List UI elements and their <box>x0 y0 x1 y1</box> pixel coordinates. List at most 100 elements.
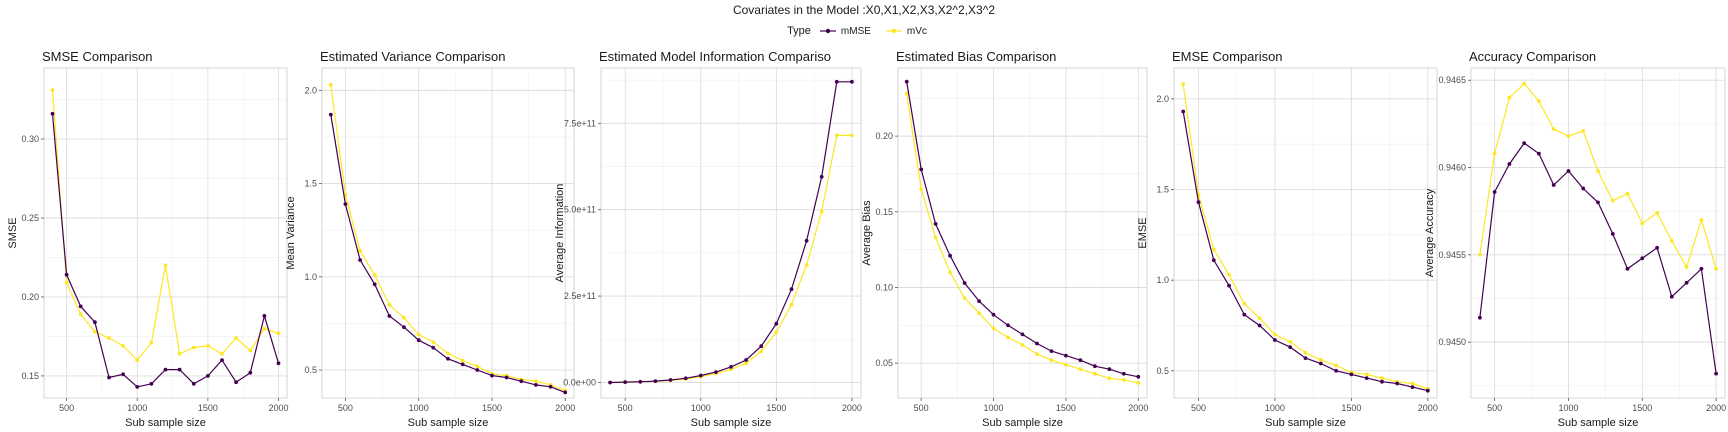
y-tick-label: 0.15 <box>875 207 893 217</box>
data-point-mmse <box>744 358 748 362</box>
data-point-mvc <box>1507 95 1512 100</box>
data-point-mmse <box>991 312 996 317</box>
data-point-mmse <box>1364 376 1369 380</box>
data-point-mvc <box>1537 99 1541 104</box>
data-point-mvc <box>1610 198 1615 203</box>
y-tick-label: 0.9455 <box>1438 250 1466 260</box>
data-point-mmse <box>1610 232 1615 236</box>
data-point-mvc <box>1380 376 1384 380</box>
y-tick-label: 0.0e+00 <box>563 377 596 387</box>
data-point-mmse <box>1478 315 1482 320</box>
data-point-mvc <box>1410 381 1415 386</box>
data-point-mvc <box>1136 381 1141 385</box>
y-tick-label: 0.9465 <box>1438 75 1466 85</box>
data-point-mmse <box>262 314 267 318</box>
data-point-mmse <box>683 376 688 381</box>
x-tick-label: 2000 <box>555 403 575 413</box>
data-point-mmse <box>64 272 69 277</box>
data-point-mvc <box>50 88 55 92</box>
data-point-mmse <box>1625 266 1630 271</box>
plot-area <box>43 67 288 399</box>
x-axis-label: Sub sample size <box>1265 417 1346 429</box>
data-point-mmse <box>1537 151 1541 156</box>
data-point-mvc <box>1581 129 1586 133</box>
data-point-mmse <box>446 356 450 361</box>
data-point-mmse <box>774 321 779 326</box>
data-point-mmse <box>1078 358 1083 363</box>
plot-area <box>897 67 1148 399</box>
x-axis-label: Sub sample size <box>1558 417 1639 429</box>
data-point-mmse <box>1596 200 1600 205</box>
data-point-mvc <box>962 296 967 300</box>
data-point-mmse <box>1334 368 1338 373</box>
data-point-mmse <box>475 368 480 372</box>
legend-title: Type <box>787 25 811 37</box>
data-point-mvc <box>819 209 824 214</box>
data-point-mmse <box>234 380 239 385</box>
plot-area <box>600 67 862 399</box>
data-point-mvc <box>1318 358 1323 362</box>
data-point-mvc <box>446 351 450 356</box>
x-tick-label: 1000 <box>127 403 147 413</box>
x-axis-label: Sub sample size <box>691 417 772 429</box>
legend: Type mMSE mVc <box>0 25 1728 37</box>
data-point-mvc <box>1596 169 1600 173</box>
data-point-mvc <box>121 344 125 348</box>
data-point-mmse <box>1181 109 1186 114</box>
data-point-mmse <box>1380 379 1384 384</box>
data-point-mmse <box>1136 374 1141 379</box>
data-point-mmse <box>177 367 182 372</box>
x-tick-label: 1500 <box>1632 403 1652 413</box>
y-tick-label: 1.5 <box>1156 184 1169 194</box>
panel-title: Estimated Model Information Compariso <box>599 49 831 64</box>
y-tick-label: 0.15 <box>21 371 39 381</box>
data-point-mmse <box>372 282 377 287</box>
data-point-mvc <box>248 348 253 353</box>
data-point-mvc <box>534 379 538 384</box>
data-point-mvc <box>948 270 952 275</box>
y-tick-label: 0.5 <box>304 365 317 375</box>
y-axis-label: EMSE <box>1137 217 1149 248</box>
legend-swatch-mvc <box>885 28 902 34</box>
legend-label-mmse: mMSE <box>840 25 871 37</box>
panel-title: SMSE Comparison <box>42 49 153 64</box>
data-point-mvc <box>1334 363 1338 368</box>
x-tick-label: 1000 <box>1558 403 1578 413</box>
data-point-mvc <box>1064 362 1068 367</box>
x-tick-label: 2000 <box>842 403 862 413</box>
data-point-mvc <box>387 302 392 307</box>
data-point-mmse <box>977 299 981 303</box>
data-point-mvc <box>933 235 938 240</box>
data-point-mvc <box>1078 367 1083 372</box>
data-point-mmse <box>328 112 333 117</box>
y-tick-label: 0.20 <box>21 292 39 302</box>
data-point-mmse <box>519 379 524 384</box>
data-point-mmse <box>1714 371 1718 376</box>
data-point-mmse <box>919 167 924 172</box>
data-point-mvc <box>163 263 168 268</box>
chart-panel-5: EMSE Comparison 500 1000 1500 2000 0.5 1.0 1.5 2… <box>1137 49 1438 429</box>
data-point-mvc <box>1551 127 1556 131</box>
data-point-mmse <box>623 380 628 384</box>
data-point-mmse <box>1684 280 1689 285</box>
data-point-mmse <box>1410 385 1415 389</box>
data-point-mmse <box>1303 356 1308 360</box>
x-tick-label: 1500 <box>766 403 786 413</box>
data-point-mvc <box>1640 221 1645 226</box>
y-tick-label: 1.0 <box>304 272 317 282</box>
data-point-mvc <box>234 336 239 340</box>
data-point-mvc <box>1211 247 1216 252</box>
data-point-mvc <box>1006 335 1010 340</box>
data-point-mmse <box>107 375 111 380</box>
y-tick-label: 0.25 <box>21 213 39 223</box>
y-axis-label: Average Bias <box>861 200 873 266</box>
y-tick-label: 2.0 <box>304 85 317 95</box>
y-tick-label: 0.20 <box>875 131 893 141</box>
data-point-mvc <box>1669 239 1674 243</box>
data-point-mmse <box>402 325 406 330</box>
data-point-mmse <box>1566 169 1571 173</box>
data-point-mvc <box>1522 81 1527 86</box>
x-tick-label: 500 <box>914 403 929 413</box>
x-tick-label: 2000 <box>1128 403 1148 413</box>
